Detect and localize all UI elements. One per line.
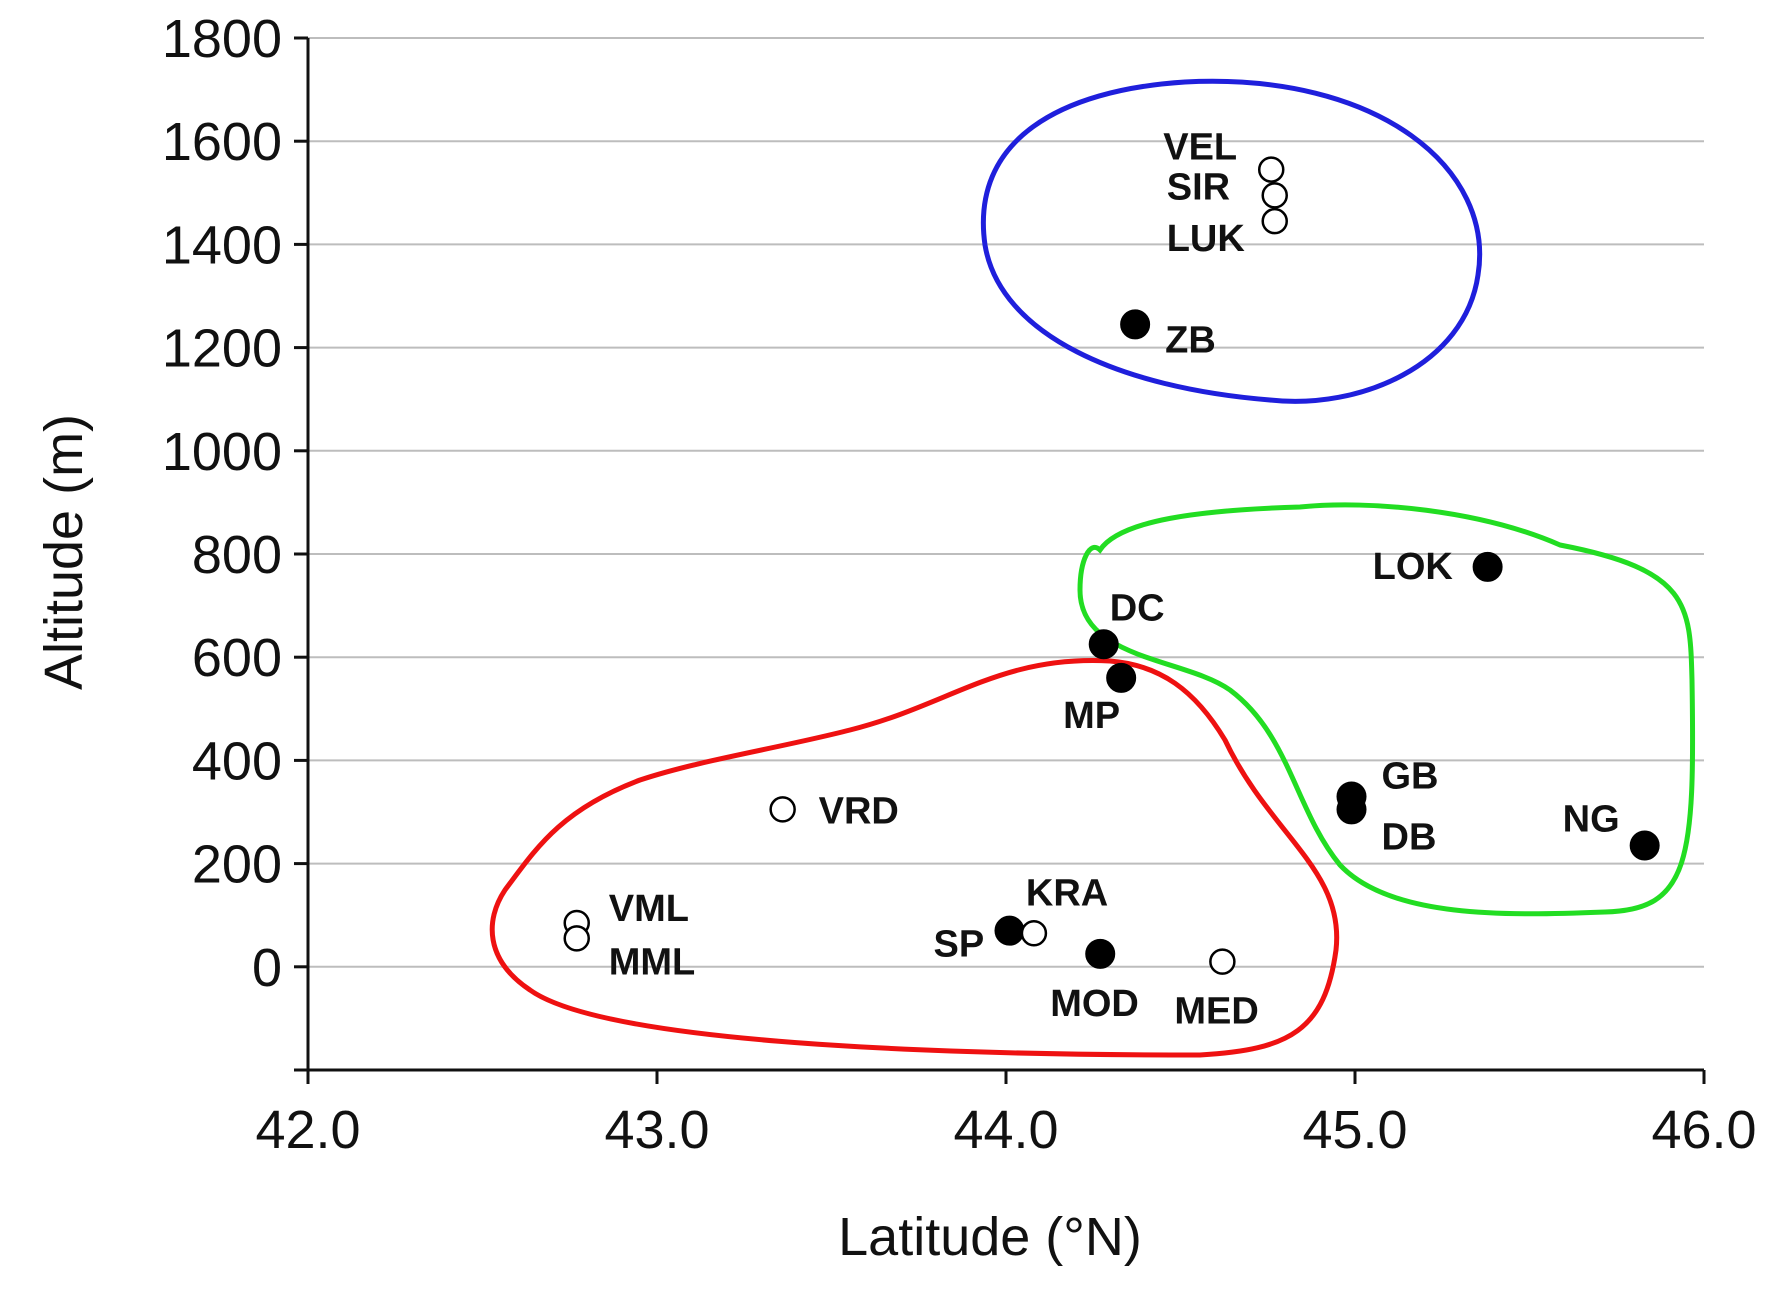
x-tick-label: 42.0 xyxy=(255,1100,360,1160)
point-sir xyxy=(1261,182,1288,209)
point-mml xyxy=(563,925,590,952)
y-tick-label: 600 xyxy=(192,628,282,688)
point-mod xyxy=(1085,938,1116,969)
tick-layer: 0 200 400 600 800 1000 1200 1400 1600 1800 42.0 43.… xyxy=(162,9,1757,1160)
x-tick-label: 45.0 xyxy=(1302,1100,1407,1160)
point-dc xyxy=(1088,629,1119,660)
y-tick-label: 1000 xyxy=(162,422,282,482)
point-zb xyxy=(1120,309,1151,340)
point-label-vel: VEL xyxy=(1163,127,1237,169)
grid-layer xyxy=(308,37,1704,968)
point-label-med: MED xyxy=(1174,991,1258,1033)
point-label-dc: DC xyxy=(1110,587,1165,629)
y-axis-title: Altitude (m) xyxy=(34,414,94,690)
point-kra xyxy=(1020,920,1048,947)
y-tick-label: 1200 xyxy=(162,319,282,379)
point-label-luk: LUK xyxy=(1167,218,1246,260)
y-tick-label: 1600 xyxy=(162,112,282,172)
y-tick-label: 400 xyxy=(192,731,282,791)
point-vrd xyxy=(769,796,796,823)
cluster-outline-northern xyxy=(1077,502,1696,917)
y-tick-label: 0 xyxy=(252,938,282,998)
point-luk xyxy=(1261,207,1288,235)
point-label-vml: VML xyxy=(609,888,689,930)
cluster-outline-southern xyxy=(489,658,1340,1058)
point-label-sir: SIR xyxy=(1167,166,1230,208)
x-tick-label: 43.0 xyxy=(604,1100,709,1160)
point-label-kra: KRA xyxy=(1026,872,1108,914)
point-vel xyxy=(1257,156,1285,183)
point-label-mml: MML xyxy=(609,941,696,983)
y-tick-label: 800 xyxy=(192,525,282,585)
point-ng xyxy=(1629,830,1660,861)
cluster-layer xyxy=(489,78,1696,1058)
y-tick-label: 200 xyxy=(192,835,282,895)
x-tick-label: 46.0 xyxy=(1651,1100,1756,1160)
y-tick-label: 1400 xyxy=(162,215,282,275)
point-label-mod: MOD xyxy=(1050,983,1139,1025)
point-label-lok: LOK xyxy=(1373,546,1454,588)
cluster-outline-high-altitude xyxy=(980,78,1483,404)
point-sp xyxy=(994,915,1025,946)
point-label-sp: SP xyxy=(933,924,984,966)
point-label-gb: GB xyxy=(1382,756,1439,798)
point-label-mp: MP xyxy=(1063,695,1120,737)
point-db xyxy=(1336,794,1367,825)
point-label-zb: ZB xyxy=(1165,319,1216,361)
y-tick-label: 1800 xyxy=(162,9,282,69)
point-label-ng: NG xyxy=(1563,799,1620,841)
point-lok xyxy=(1472,551,1503,582)
point-label-db: DB xyxy=(1382,816,1437,858)
point-label-vrd: VRD xyxy=(819,790,899,832)
x-tick-label: 44.0 xyxy=(953,1100,1058,1160)
x-axis-title: Latitude (°N) xyxy=(838,1207,1142,1267)
point-med xyxy=(1209,948,1236,975)
point-layer xyxy=(563,156,1660,975)
point-mp xyxy=(1106,662,1137,693)
